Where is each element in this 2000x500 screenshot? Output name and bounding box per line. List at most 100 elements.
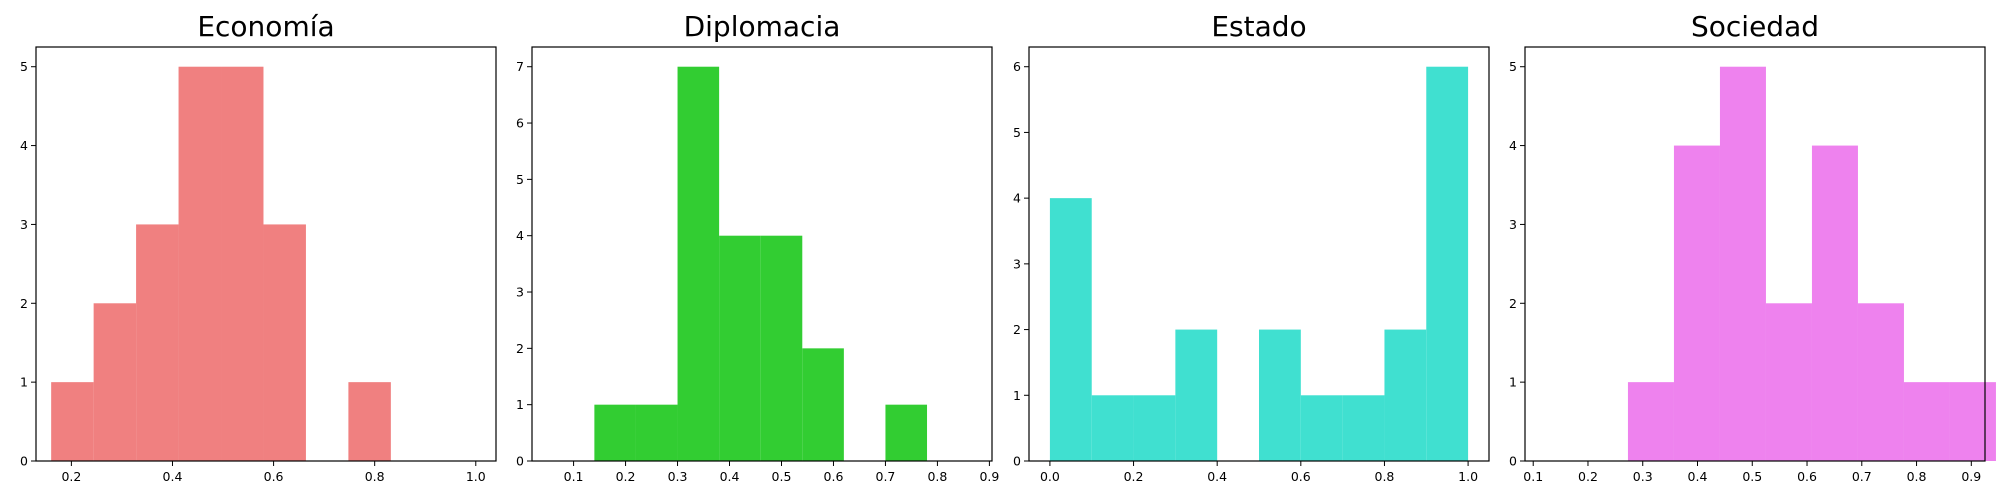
histogram-bar — [93, 303, 137, 461]
x-tick-label: 0.1 — [1523, 469, 1543, 484]
y-tick-label: 3 — [1509, 217, 1517, 232]
x-tick-label: 0.0 — [1040, 469, 1060, 484]
histogram-panels: Economía 0.2 0.4 0.6 0.8 1.0 0 1 2 3 4 5 Diplomacia 0… — [20, 10, 1996, 484]
y-tick-label: 6 — [516, 116, 524, 131]
histogram-bar — [1091, 395, 1134, 461]
x-tick-label: 0.2 — [616, 469, 636, 484]
panel-title: Economía — [197, 10, 334, 43]
y-tick-label: 2 — [20, 296, 28, 311]
x-tick-label: 0.8 — [1375, 469, 1395, 484]
y-tick-label: 1 — [1013, 388, 1021, 403]
y-tick-label: 7 — [516, 59, 524, 74]
x-tick-label: 0.2 — [1578, 469, 1598, 484]
x-tick-label: 0.3 — [1633, 469, 1653, 484]
y-tick-label: 4 — [1013, 191, 1021, 206]
x-tick-label: 0.6 — [1797, 469, 1817, 484]
y-tick-label: 0 — [1509, 454, 1517, 469]
x-tick-label: 0.2 — [1124, 469, 1144, 484]
y-tick-label: 4 — [20, 138, 28, 153]
y-tick-label: 0 — [516, 454, 524, 469]
histogram-bar — [51, 382, 94, 461]
y-tick-label: 5 — [1509, 59, 1517, 74]
panel-title: Diplomacia — [684, 10, 841, 43]
histogram-bar — [719, 235, 761, 461]
histogram-bar — [1765, 303, 1812, 461]
y-tick-label: 3 — [1013, 256, 1021, 271]
y-tick-label: 2 — [516, 341, 524, 356]
y-tick-label: 2 — [1013, 322, 1021, 337]
histogram-bar — [1300, 395, 1343, 461]
axes-frame — [531, 46, 993, 462]
y-tick-label: 3 — [516, 285, 524, 300]
x-tick-label: 0.3 — [668, 469, 688, 484]
x-tick-label: 0.4 — [1207, 469, 1227, 484]
x-tick-label: 0.9 — [1961, 469, 1981, 484]
x-tick-label: 0.1 — [564, 469, 584, 484]
x-tick-label: 0.6 — [824, 469, 844, 484]
x-tick-label: 0.8 — [1907, 469, 1927, 484]
histogram-bar — [802, 348, 844, 461]
y-tick-label: 5 — [1013, 125, 1021, 140]
y-tick-label: 4 — [1509, 138, 1517, 153]
y-tick-label: 3 — [20, 217, 28, 232]
panel-title: Estado — [1211, 10, 1306, 43]
histogram-bar — [348, 382, 391, 461]
axes-frame — [1028, 46, 1490, 462]
histogram-panel: Economía 0.2 0.4 0.6 0.8 1.0 0 1 2 3 4 5 — [20, 10, 497, 484]
x-tick-label: 0.2 — [61, 469, 81, 484]
histogram-bar — [1426, 66, 1469, 461]
histogram-bar — [594, 404, 636, 461]
y-tick-label: 0 — [20, 454, 28, 469]
histogram-bar — [1719, 66, 1766, 461]
histogram-bar — [136, 224, 179, 461]
axes-frame — [35, 46, 497, 462]
y-tick-label: 5 — [20, 59, 28, 74]
histogram-panel: Estado 0.0 0.2 0.4 0.6 0.8 1.0 0 1 2 3 4 5 6 — [1013, 10, 1490, 484]
histogram-bar — [1133, 395, 1176, 461]
x-tick-label: 0.7 — [1852, 469, 1872, 484]
histogram-bar — [635, 404, 678, 461]
x-tick-label: 1.0 — [466, 469, 486, 484]
histogram-bar — [760, 235, 803, 461]
histogram-bar — [1903, 382, 1950, 461]
y-tick-label: 0 — [1013, 454, 1021, 469]
histogram-bar — [1673, 145, 1720, 462]
histogram-bar — [221, 66, 264, 461]
histogram-bar — [1175, 329, 1218, 461]
y-tick-label: 4 — [516, 228, 524, 243]
histogram-bar — [178, 66, 222, 461]
y-tick-label: 1 — [516, 397, 524, 412]
y-tick-label: 5 — [516, 172, 524, 187]
histogram-panel: Sociedad 0.1 0.2 0.3 0.4 0.5 0.6 0.7 0.8 0.9 0 1 2 3 4… — [1509, 10, 1996, 484]
x-tick-label: 0.8 — [927, 469, 947, 484]
x-tick-label: 0.5 — [772, 469, 792, 484]
panel-title: Sociedad — [1691, 10, 1819, 43]
x-tick-label: 0.7 — [876, 469, 896, 484]
histogram-bar — [1049, 198, 1092, 461]
x-tick-label: 0.4 — [1688, 469, 1708, 484]
histogram-bar — [1949, 382, 1996, 461]
x-tick-label: 0.6 — [264, 469, 284, 484]
y-tick-label: 1 — [1509, 375, 1517, 390]
histogram-bar — [1259, 329, 1301, 461]
histogram-bar — [1384, 329, 1427, 461]
axes-frame — [1524, 46, 1986, 462]
x-tick-label: 0.4 — [163, 469, 183, 484]
x-tick-label: 0.5 — [1742, 469, 1762, 484]
x-tick-label: 0.4 — [720, 469, 740, 484]
histogram-bar — [1627, 382, 1674, 461]
x-tick-label: 1.0 — [1458, 469, 1478, 484]
y-tick-label: 2 — [1509, 296, 1517, 311]
y-tick-label: 6 — [1013, 59, 1021, 74]
x-tick-label: 0.8 — [365, 469, 385, 484]
histogram-bar — [263, 224, 306, 461]
histogram-bar — [1811, 145, 1858, 462]
x-tick-label: 0.9 — [979, 469, 999, 484]
histogram-panel: Diplomacia 0.1 0.2 0.3 0.4 0.5 0.6 0.7 0.8 0.9 0 1 2… — [516, 10, 999, 484]
x-tick-label: 0.6 — [1291, 469, 1311, 484]
histogram-bar — [1342, 395, 1385, 461]
histogram-bar — [677, 66, 720, 461]
y-tick-label: 1 — [20, 375, 28, 390]
histogram-bar — [1857, 303, 1904, 461]
